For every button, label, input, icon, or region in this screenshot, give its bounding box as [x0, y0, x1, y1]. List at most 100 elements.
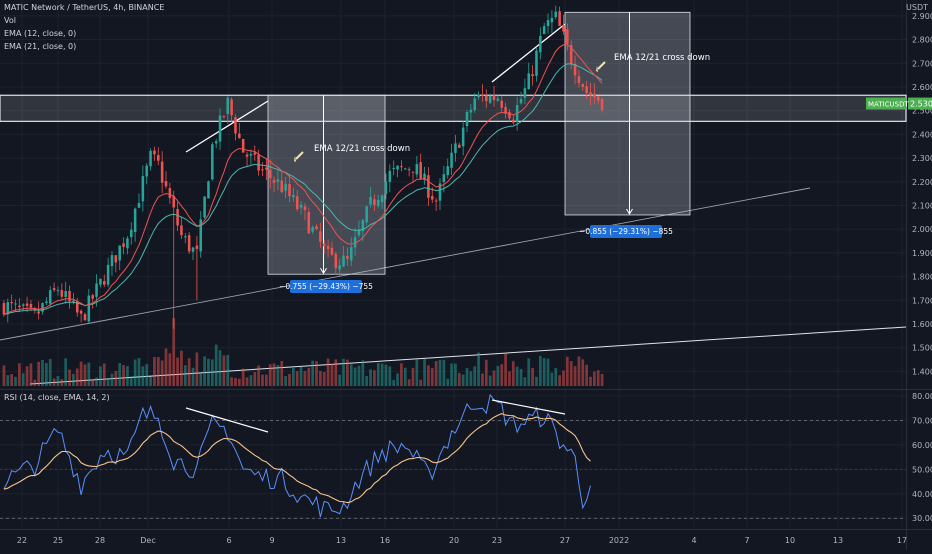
- resistance-zone: [0, 94, 907, 122]
- candle-body: [542, 26, 546, 34]
- candle-body: [419, 162, 422, 179]
- price-tick-label: 1.400: [912, 367, 932, 376]
- candle-body: [481, 94, 484, 96]
- rsi-tick-label: 60.00: [912, 441, 932, 450]
- time-tick-label: 27: [560, 536, 570, 545]
- candle-body: [60, 290, 64, 297]
- volume-bar: [307, 367, 311, 386]
- volume-bar: [230, 377, 233, 386]
- volume-bar: [272, 363, 276, 386]
- candle-body: [554, 11, 558, 18]
- candle-body: [334, 254, 338, 269]
- candle-body: [168, 188, 172, 198]
- candles: [2, 5, 604, 329]
- price-tick-label: 1.800: [912, 273, 932, 282]
- candle-body: [75, 301, 79, 313]
- volume-bar: [338, 374, 342, 386]
- volume-bar: [299, 366, 303, 386]
- candle-body: [373, 199, 376, 206]
- time-tick-label: 25: [53, 536, 63, 545]
- candle-body: [241, 138, 245, 153]
- candle-body: [114, 255, 118, 263]
- candle-body: [566, 29, 569, 44]
- volume-bar: [442, 359, 446, 386]
- volume-bar: [149, 376, 152, 386]
- time-tick-label: 28: [95, 536, 105, 545]
- top-line-1: [185, 100, 269, 153]
- rsi-tick-label: 50.00: [912, 465, 932, 474]
- candle-body: [596, 96, 600, 101]
- volume-bar: [75, 368, 79, 386]
- candle-body: [473, 98, 476, 111]
- volume-bar: [18, 363, 21, 386]
- candle-body: [276, 179, 280, 182]
- candle-body: [21, 304, 25, 306]
- time-axis: 22 25 28 Dec 6 9 13 16 20 23 27 2022 4 7 10 13 17: [17, 536, 907, 545]
- time-tick-label: 20: [449, 536, 459, 545]
- candle-body: [153, 150, 156, 155]
- volume-bar: [52, 378, 56, 386]
- volume-bar: [241, 368, 245, 386]
- candle-body: [380, 195, 384, 203]
- candle-body: [415, 164, 419, 175]
- volume-bar: [500, 364, 504, 386]
- volume-bar: [60, 379, 64, 386]
- volume-bar: [118, 363, 122, 386]
- volume-bar: [199, 373, 203, 386]
- volume-bar: [21, 373, 25, 386]
- candle-body: [303, 206, 307, 211]
- candle-body: [581, 83, 585, 87]
- volume-bar: [535, 376, 538, 386]
- candle-body: [546, 20, 550, 27]
- candle-body: [442, 174, 446, 182]
- candle-body: [322, 243, 326, 247]
- volume-bar: [361, 360, 365, 386]
- volume-bar: [527, 358, 531, 386]
- candle-body: [149, 150, 152, 167]
- time-tick-label: 4: [691, 536, 696, 545]
- time-tick-label: 22: [17, 536, 27, 545]
- volume-bar: [454, 363, 457, 386]
- volume-bar: [415, 359, 419, 386]
- candle-body: [562, 25, 565, 32]
- candle-body: [284, 183, 287, 191]
- volume-bar: [268, 364, 272, 386]
- ema21-line: [3, 63, 603, 315]
- measure-label-2: −0.855 (−29.31%) −855: [579, 227, 673, 236]
- volume-bars: [2, 318, 604, 386]
- candle-body: [207, 181, 210, 199]
- candle-body: [392, 167, 395, 169]
- candle-body: [280, 180, 284, 193]
- volume-bar: [210, 359, 214, 386]
- volume-bar: [473, 366, 477, 386]
- candle-body: [527, 73, 531, 90]
- candle-body: [45, 301, 48, 304]
- volume-bar: [322, 372, 326, 386]
- volume-bar: [14, 376, 17, 386]
- measure-box-1: [267, 94, 386, 275]
- candle-body: [492, 95, 496, 100]
- candle-body: [500, 100, 504, 108]
- time-tick-label: 13: [833, 536, 843, 545]
- candle-body: [203, 196, 206, 218]
- time-tick-label: 13: [336, 536, 346, 545]
- price-tick-label: 2.900: [912, 12, 932, 21]
- volume-bar: [565, 356, 569, 386]
- candle-body: [176, 209, 179, 226]
- candle-body: [477, 94, 480, 98]
- candle-body: [33, 308, 37, 311]
- candle-body: [249, 153, 253, 156]
- cross-arrow-head-2: [596, 66, 598, 72]
- volume-bar: [237, 378, 241, 386]
- candle-body: [288, 184, 291, 197]
- volume-bar: [29, 363, 33, 386]
- candle-body: [585, 86, 588, 93]
- candle-body: [187, 235, 191, 252]
- candle-body: [64, 291, 67, 297]
- volume-bar: [508, 371, 511, 386]
- volume-bar: [264, 374, 268, 386]
- candle-body: [253, 152, 257, 155]
- volume-bar: [25, 366, 29, 386]
